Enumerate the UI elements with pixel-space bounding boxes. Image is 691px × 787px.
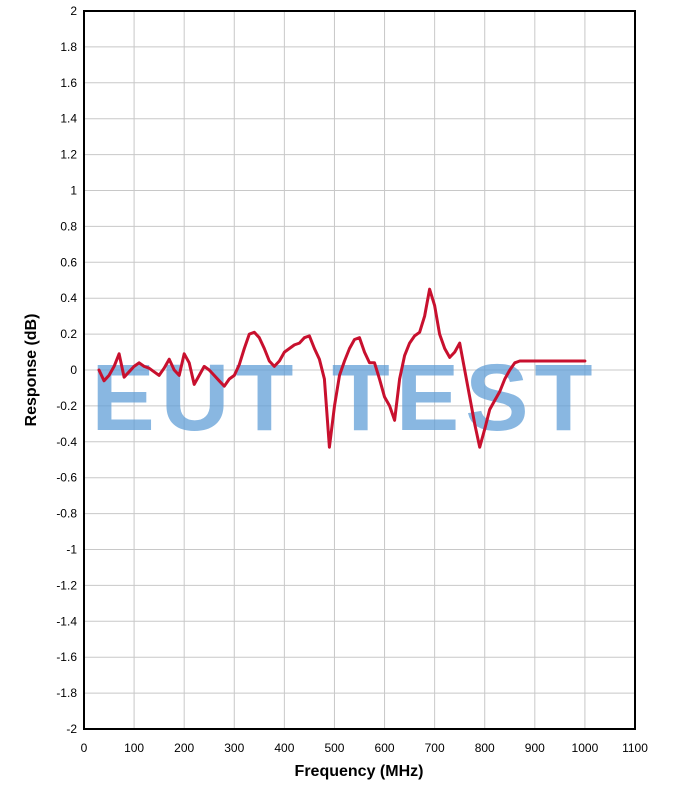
x-tick-label: 200: [174, 741, 194, 755]
series-line-1: [97, 287, 587, 449]
y-tick-label: -1.6: [56, 650, 77, 664]
y-tick-label: 0.2: [60, 327, 77, 341]
x-tick-label: 100: [124, 741, 144, 755]
y-tick-label: -1.4: [56, 614, 77, 628]
y-tick-label: 0.8: [60, 219, 77, 233]
y-tick-label: -0.6: [56, 471, 77, 485]
y-tick-label: 0: [70, 363, 77, 377]
x-tick-label: 500: [324, 741, 344, 755]
x-tick-label: 700: [425, 741, 445, 755]
watermark-text: EUT TEST: [91, 345, 598, 451]
y-tick-label: 0.4: [60, 291, 77, 305]
x-tick-label: 900: [525, 741, 545, 755]
y-tick-label: 1.2: [60, 148, 77, 162]
x-tick-label: 0: [81, 741, 88, 755]
tick-labels: 0 100 200 300 400 500 600 700 800 900 1000 1100 2 1.8…: [56, 4, 648, 755]
y-tick-label: -1.2: [56, 578, 77, 592]
y-tick-label: 1: [70, 184, 77, 198]
plot-frame: [83, 10, 636, 730]
y-tick-label: 2: [70, 4, 77, 18]
y-tick-label: -1.8: [56, 686, 77, 700]
y-tick-label: 1.8: [60, 40, 77, 54]
x-axis-title: Frequency (MHz): [295, 763, 424, 780]
y-tick-label: -2: [66, 722, 77, 736]
y-tick-label: 0.6: [60, 255, 77, 269]
y-tick-label: -0.8: [56, 507, 77, 521]
y-axis-title: Response (dB): [23, 314, 40, 427]
y-tick-label: 1.4: [60, 112, 77, 126]
x-tick-label: 1000: [572, 741, 599, 755]
x-tick-label: 600: [375, 741, 395, 755]
x-tick-label: 800: [475, 741, 495, 755]
x-tick-label: 300: [224, 741, 244, 755]
y-tick-label: -1: [66, 543, 77, 557]
y-tick-label: -0.4: [56, 435, 77, 449]
y-tick-label: -0.2: [56, 399, 77, 413]
x-tick-label: 1100: [622, 741, 648, 755]
series-layer: [97, 287, 587, 449]
x-tick-label: 400: [274, 741, 294, 755]
y-tick-label: 1.6: [60, 76, 77, 90]
